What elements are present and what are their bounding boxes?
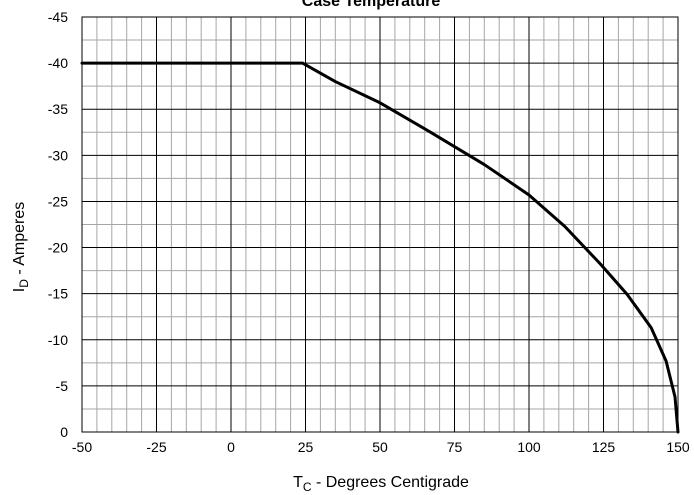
x-tick-label: 75 bbox=[447, 439, 463, 455]
x-tick-label: 25 bbox=[298, 439, 314, 455]
x-tick-label: 125 bbox=[592, 439, 616, 455]
x-axis-title-rest: - Degrees Centigrade bbox=[312, 474, 470, 491]
x-tick-label: 0 bbox=[227, 439, 235, 455]
series-layer bbox=[80, 61, 680, 434]
y-tick-label: 0 bbox=[60, 424, 68, 440]
y-tick-label: -5 bbox=[56, 378, 69, 394]
y-tick-label: -20 bbox=[48, 240, 68, 256]
x-tick-label: -25 bbox=[146, 439, 166, 455]
x-axis-title: TC - Degrees Centigrade bbox=[293, 474, 469, 494]
x-tick-labels: -50 -25 0 25 50 75 100 125 150 bbox=[72, 439, 690, 455]
y-tick-label: -45 bbox=[48, 9, 68, 25]
plot-frame bbox=[81, 16, 679, 433]
series-line bbox=[80, 61, 680, 434]
y-tick-label: -40 bbox=[48, 55, 68, 71]
x-axis-title-subscript: C bbox=[303, 480, 312, 494]
minor-grid bbox=[82, 17, 678, 432]
x-tick-label: -50 bbox=[72, 439, 92, 455]
y-axis-title-main: I bbox=[11, 288, 28, 292]
chart-title: Case Temperature bbox=[302, 0, 441, 10]
x-axis-title-main: T bbox=[293, 474, 303, 491]
x-tick-label: 150 bbox=[666, 439, 690, 455]
y-axis-title-rest: - Amperes bbox=[11, 202, 28, 279]
y-tick-labels: 0 -5 -10 -15 -20 -25 -30 -35 -40 -45 bbox=[48, 9, 68, 440]
y-tick-label: -10 bbox=[48, 332, 68, 348]
y-tick-label: -25 bbox=[48, 193, 68, 209]
x-tick-label: 50 bbox=[372, 439, 388, 455]
x-tick-label: 100 bbox=[517, 439, 541, 455]
y-axis-title-subscript: D bbox=[17, 279, 31, 288]
y-axis-title: ID - Amperes bbox=[11, 202, 31, 292]
y-tick-label: -15 bbox=[48, 286, 68, 302]
y-tick-label: -35 bbox=[48, 101, 68, 117]
y-tick-label: -30 bbox=[48, 147, 68, 163]
